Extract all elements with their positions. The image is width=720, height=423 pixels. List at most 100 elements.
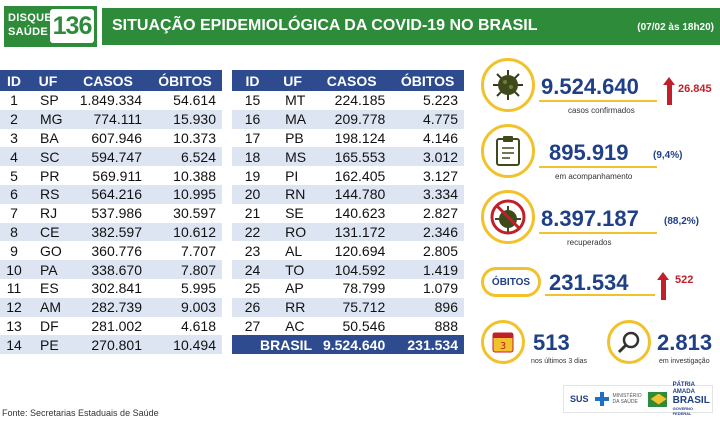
confirmados-value: 9.524.640 [541,74,639,99]
recuperados-label: recuperados [567,238,612,247]
table-row: 20 RN 144.780 3.334 [232,184,464,204]
table-row: 3 BA 607.946 10.373 [0,128,222,148]
cell-casos: 564.216 [68,184,148,204]
investigacao-value: 2.813 [657,330,713,355]
cell-uf: PI [273,166,313,185]
summary-bottom: 3 513 nos últimos 3 dias 2.813 em invest… [473,318,720,374]
cell-id: 1 [0,91,28,110]
table-row: 1 SP 1.849.334 54.614 [0,91,222,110]
cell-obitos: 7.707 [148,241,222,261]
svg-text:3: 3 [500,341,506,352]
cell-obitos: 4.775 [391,109,464,129]
obitos-delta: 522 [675,274,694,286]
table-row: 6 RS 564.216 10.995 [0,184,222,204]
acompanhamento-label: em acompanhamento [555,172,633,181]
table-row: 22 RO 131.172 2.346 [232,222,464,242]
cell-uf: MS [273,147,313,167]
underline [539,166,657,168]
cell-casos: 120.694 [312,241,392,261]
cell-obitos: 1.079 [391,278,464,298]
magnifier-icon [607,320,651,364]
cell-uf: SE [273,203,313,223]
underline [545,294,655,296]
cell-id: 21 [232,203,274,223]
cell-uf: PB [273,128,313,148]
cell-id: 14 [0,335,28,355]
cell-uf: SP [28,91,68,110]
table-row: 26 RR 75.712 896 [232,297,464,317]
cell-id: 16 [232,109,274,129]
cell-obitos: 9.003 [148,297,222,317]
summary-confirmados: 9.524.640 26.845 casos confirmados [473,56,720,115]
table-row: 11 ES 302.841 5.995 [0,278,222,298]
patria-line1: PÁTRIA AMADA [672,382,695,395]
gov-logos: SUS MINISTÉRIO DA SAÚDE PÁTRIA AMADA BRA… [563,382,713,416]
cell-casos: 75.712 [312,297,392,317]
table-row: 7 RJ 537.986 30.597 [0,203,222,223]
cell-id: 5 [0,166,28,185]
ultimos-dias-label: nos últimos 3 dias [531,358,588,365]
states-table-right: ID UF CASOS ÓBITOS 15 MT 224.185 5.223 16 MA 2… [232,70,464,355]
cell-casos: 140.623 [312,203,392,223]
cell-obitos: 5.995 [148,278,222,298]
cell-obitos: 3.127 [391,166,464,185]
cell-uf: PA [28,260,68,279]
cell-uf: GO [28,241,68,261]
cell-casos: 198.124 [312,128,392,148]
table-row: 12 AM 282.739 9.003 [0,297,222,317]
cell-id: 12 [0,297,28,317]
table-row: 17 PB 198.124 4.146 [232,128,464,148]
table-row: 23 AL 120.694 2.805 [232,241,464,261]
cell-uf: MT [273,91,313,110]
cell-casos: 338.670 [68,260,148,279]
cell-id: 26 [232,297,274,317]
cell-obitos: 3.334 [391,184,464,204]
cross-icon [594,392,609,406]
acompanhamento-pct: (9,4%) [653,150,683,161]
confirmados-label: casos confirmados [568,106,635,115]
col-header-obitos: ÓBITOS [391,70,464,91]
summary-acompanhamento: 895.919 (9,4%) em acompanhamento [473,122,720,181]
cell-casos: 537.986 [68,203,148,223]
cell-obitos: 4.618 [148,316,222,336]
cell-id: 23 [232,241,274,261]
cell-obitos: 10.373 [148,128,222,148]
cell-id: 18 [232,147,274,167]
logo-line2: SAÚDE [8,26,49,38]
col-header-casos: CASOS [68,70,148,91]
cell-casos: 224.185 [312,91,392,110]
clipboard-icon [481,124,535,178]
table-row: 27 AC 50.546 888 [232,316,464,336]
table-row: 19 PI 162.405 3.127 [232,166,464,185]
cell-obitos: 15.930 [148,109,222,129]
summary-panel: 9.524.640 26.845 casos confirmados 895.9… [473,50,720,376]
cell-casos: 50.546 [312,316,392,336]
ministerio-label: MINISTÉRIO DA SAÚDE [612,393,642,405]
cell-id: 8 [0,222,28,242]
col-header-id: ID [0,70,28,91]
cell-uf: ES [28,278,68,298]
disque-saude-logo: DISQUE SAÚDE 136 [4,6,97,47]
col-header-casos: CASOS [312,70,392,91]
cell-uf: DF [28,316,68,336]
cell-casos: 302.841 [68,278,148,298]
table-row: 13 DF 281.002 4.618 [0,316,222,336]
up-arrow-head [657,272,669,280]
cell-id: 11 [0,278,28,298]
cell-casos: 104.592 [312,260,392,279]
col-header-id: ID [232,70,274,91]
cell-casos: 131.172 [312,222,392,242]
table-row: 8 CE 382.597 10.612 [0,222,222,242]
cell-obitos: 5.223 [391,91,464,110]
cell-uf: AC [273,316,313,336]
table-row: 9 GO 360.776 7.707 [0,241,222,261]
cell-obitos: 888 [391,316,464,336]
cell-uf: BA [28,128,68,148]
table-row: 18 MS 165.553 3.012 [232,147,464,167]
total-label: BRASIL [232,335,313,355]
cell-id: 3 [0,128,28,148]
cell-id: 2 [0,109,28,129]
cell-uf: AP [273,278,313,298]
cell-id: 25 [232,278,274,298]
cell-uf: SC [28,147,68,167]
